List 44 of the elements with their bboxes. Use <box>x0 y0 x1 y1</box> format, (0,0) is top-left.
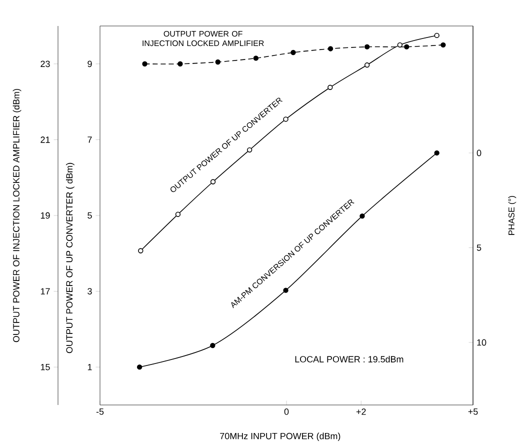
point <box>404 44 410 50</box>
y2-tick-label: 5 <box>476 244 482 251</box>
y-tick-label: 5 <box>88 212 92 219</box>
y2-axis-title: PHASE (°) <box>508 196 516 235</box>
point <box>360 213 365 219</box>
y2-tick-label: 0 <box>476 150 482 156</box>
y-tick-label: 7 <box>88 136 92 143</box>
x-tick-label: +5 <box>468 408 478 415</box>
y3-tick-label: 23 <box>40 60 50 68</box>
y-tick-label: 3 <box>88 288 92 294</box>
y-tick-label: 9 <box>88 60 92 68</box>
point <box>283 116 288 122</box>
x-tick-label: +2 <box>356 408 366 415</box>
point <box>434 32 440 38</box>
y-axis-title: OUTPUT POWER OF UP CONVERTER ( dBm) <box>66 162 74 354</box>
point <box>290 50 296 56</box>
point <box>253 56 259 61</box>
y3-axis-title: OUTPUT POWER OF INJECTION LOCKED AMPLIFIER (dBm) <box>12 89 22 342</box>
point <box>210 179 216 184</box>
y-tick-label: 1 <box>88 364 92 370</box>
point <box>138 248 144 254</box>
point <box>210 342 216 348</box>
point <box>178 61 183 66</box>
y3-tick-label: 15 <box>40 364 50 370</box>
point <box>440 42 446 48</box>
y3-tick-label: 21 <box>40 136 50 143</box>
y3-tick-label: 17 <box>40 288 50 294</box>
point <box>175 212 181 217</box>
y2-tick-label: 10 <box>477 339 486 346</box>
x-tick-label: 0 <box>284 408 289 415</box>
annotation: LOCAL POWER : 19.5dBm <box>295 356 404 362</box>
point <box>142 61 148 66</box>
point <box>434 150 440 156</box>
point <box>136 364 142 370</box>
point <box>364 44 370 50</box>
point <box>397 42 402 48</box>
y3-tick-label: 19 <box>40 212 50 219</box>
point <box>328 84 333 90</box>
x-axis-title: 70MHz INPUT POWER (dBm) <box>220 432 340 441</box>
point <box>364 62 370 68</box>
point <box>246 147 252 153</box>
point <box>328 46 334 52</box>
point <box>215 59 220 65</box>
x-tick-label: -5 <box>96 408 104 415</box>
